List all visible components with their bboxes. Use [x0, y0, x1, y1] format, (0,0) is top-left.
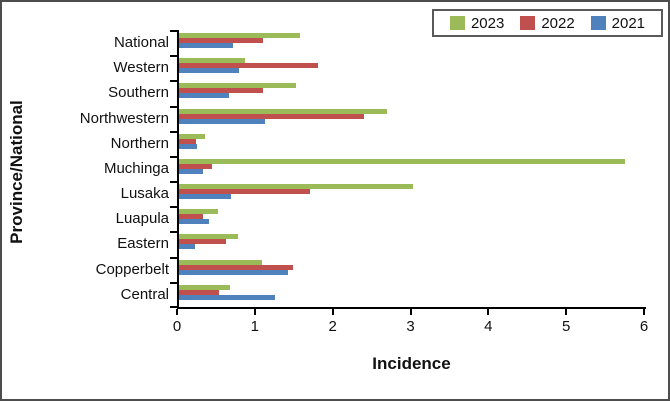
- category-label: Luapula: [115, 210, 169, 228]
- bar-2022: [179, 239, 226, 245]
- category-band: [179, 181, 646, 206]
- bar-2021: [179, 194, 232, 200]
- bar-2023: [179, 184, 413, 190]
- category-label: Copperbelt: [95, 260, 169, 278]
- bar-2021: [179, 294, 275, 300]
- bar-2023: [179, 284, 230, 290]
- category-band: [179, 231, 646, 256]
- legend-swatch-2022: [520, 16, 536, 30]
- x-axis-tick-label: 6: [639, 318, 649, 335]
- plot-area: [170, 30, 646, 309]
- category-band: [179, 156, 646, 181]
- x-axis-tick: [565, 309, 568, 315]
- category-label: Central: [120, 285, 169, 303]
- x-axis-tick-label: 3: [406, 318, 415, 335]
- bar-2021: [179, 269, 288, 275]
- bar-2022: [179, 289, 220, 295]
- y-axis-tick: [170, 281, 177, 284]
- y-axis-tick: [170, 105, 177, 108]
- y-axis-tick: [170, 155, 177, 158]
- x-axis-tick-label: 4: [484, 318, 493, 335]
- bar-2022: [179, 88, 264, 94]
- x-axis-tick: [643, 309, 645, 315]
- legend-swatch-2023: [449, 16, 465, 30]
- bar-2021: [179, 68, 239, 74]
- category-label: Southern: [108, 84, 169, 102]
- y-axis-tick: [170, 231, 177, 234]
- bar-2023: [179, 83, 296, 89]
- bar-2021: [179, 43, 234, 48]
- y-axis-category-labels: National Western Southern Northwestern North…: [2, 30, 169, 307]
- x-axis-tick: [331, 309, 334, 315]
- bar-2022: [179, 214, 204, 220]
- y-axis-tick: [170, 80, 177, 83]
- category-label: National: [113, 34, 169, 51]
- category-label: Northwestern: [79, 109, 169, 127]
- legend-item-2023: 2023: [449, 14, 505, 32]
- y-axis-tick: [170, 256, 177, 259]
- x-axis-tick: [176, 309, 178, 315]
- bar-2021: [179, 143, 197, 149]
- bar-2021: [179, 168, 204, 174]
- category-label: Eastern: [117, 235, 169, 253]
- bar-2023: [179, 58, 246, 64]
- bar-2021: [179, 219, 210, 225]
- legend: 2023 2022 2021: [432, 9, 663, 37]
- y-axis-tick: [170, 181, 177, 184]
- bar-2023: [179, 158, 625, 164]
- bar-2023: [179, 259, 263, 265]
- category-label: Western: [113, 59, 169, 77]
- legend-swatch-2021: [590, 16, 606, 30]
- bar-2021: [179, 118, 265, 124]
- category-band: [179, 206, 646, 231]
- x-axis-tick-label: 5: [561, 318, 571, 335]
- x-axis-tick-label: 2: [328, 318, 337, 335]
- category-band: [179, 30, 646, 55]
- y-axis-tick: [170, 306, 177, 308]
- category-band: [179, 80, 646, 105]
- bar-2022: [179, 38, 264, 43]
- category-band: [179, 282, 646, 307]
- x-axis-tick-label: 0: [172, 318, 182, 335]
- legend-item-2021: 2021: [590, 14, 646, 32]
- legend-item-2022: 2022: [520, 14, 575, 32]
- bar-2022: [179, 138, 197, 144]
- y-axis-tick: [170, 30, 177, 32]
- bar-2022: [179, 189, 310, 195]
- bar-2022: [179, 163, 212, 169]
- bar-2023: [179, 209, 218, 215]
- x-axis-tick: [487, 309, 490, 315]
- y-axis-tick: [170, 206, 177, 209]
- legend-label: 2021: [611, 14, 646, 32]
- category-label: Muchinga: [103, 159, 169, 177]
- y-axis-tick: [170, 130, 177, 133]
- bar-2021: [179, 244, 196, 250]
- bar-2023: [179, 133, 205, 139]
- category-band: [179, 257, 646, 282]
- category-label: Northern: [110, 134, 169, 152]
- legend-label: 2023: [470, 14, 505, 32]
- category-band: [179, 55, 646, 80]
- x-axis-tick: [409, 309, 412, 315]
- category-label: Lusaka: [120, 185, 169, 203]
- legend-label: 2022: [541, 14, 575, 32]
- y-axis-tick: [170, 55, 177, 58]
- x-axis-tick-label: 1: [250, 318, 259, 335]
- bar-2022: [179, 264, 294, 270]
- x-axis: 0 1 2 3 4 5 6: [173, 309, 648, 349]
- bar-2023: [179, 33, 300, 38]
- bar-2021: [179, 93, 229, 99]
- bar-2022: [179, 63, 318, 69]
- bar-2022: [179, 113, 365, 119]
- category-band: [179, 131, 646, 156]
- x-axis-title: Incidence: [372, 354, 451, 373]
- bar-2023: [179, 234, 239, 240]
- category-band: [179, 106, 646, 131]
- bar-2023: [179, 108, 387, 114]
- x-axis-tick: [253, 309, 256, 315]
